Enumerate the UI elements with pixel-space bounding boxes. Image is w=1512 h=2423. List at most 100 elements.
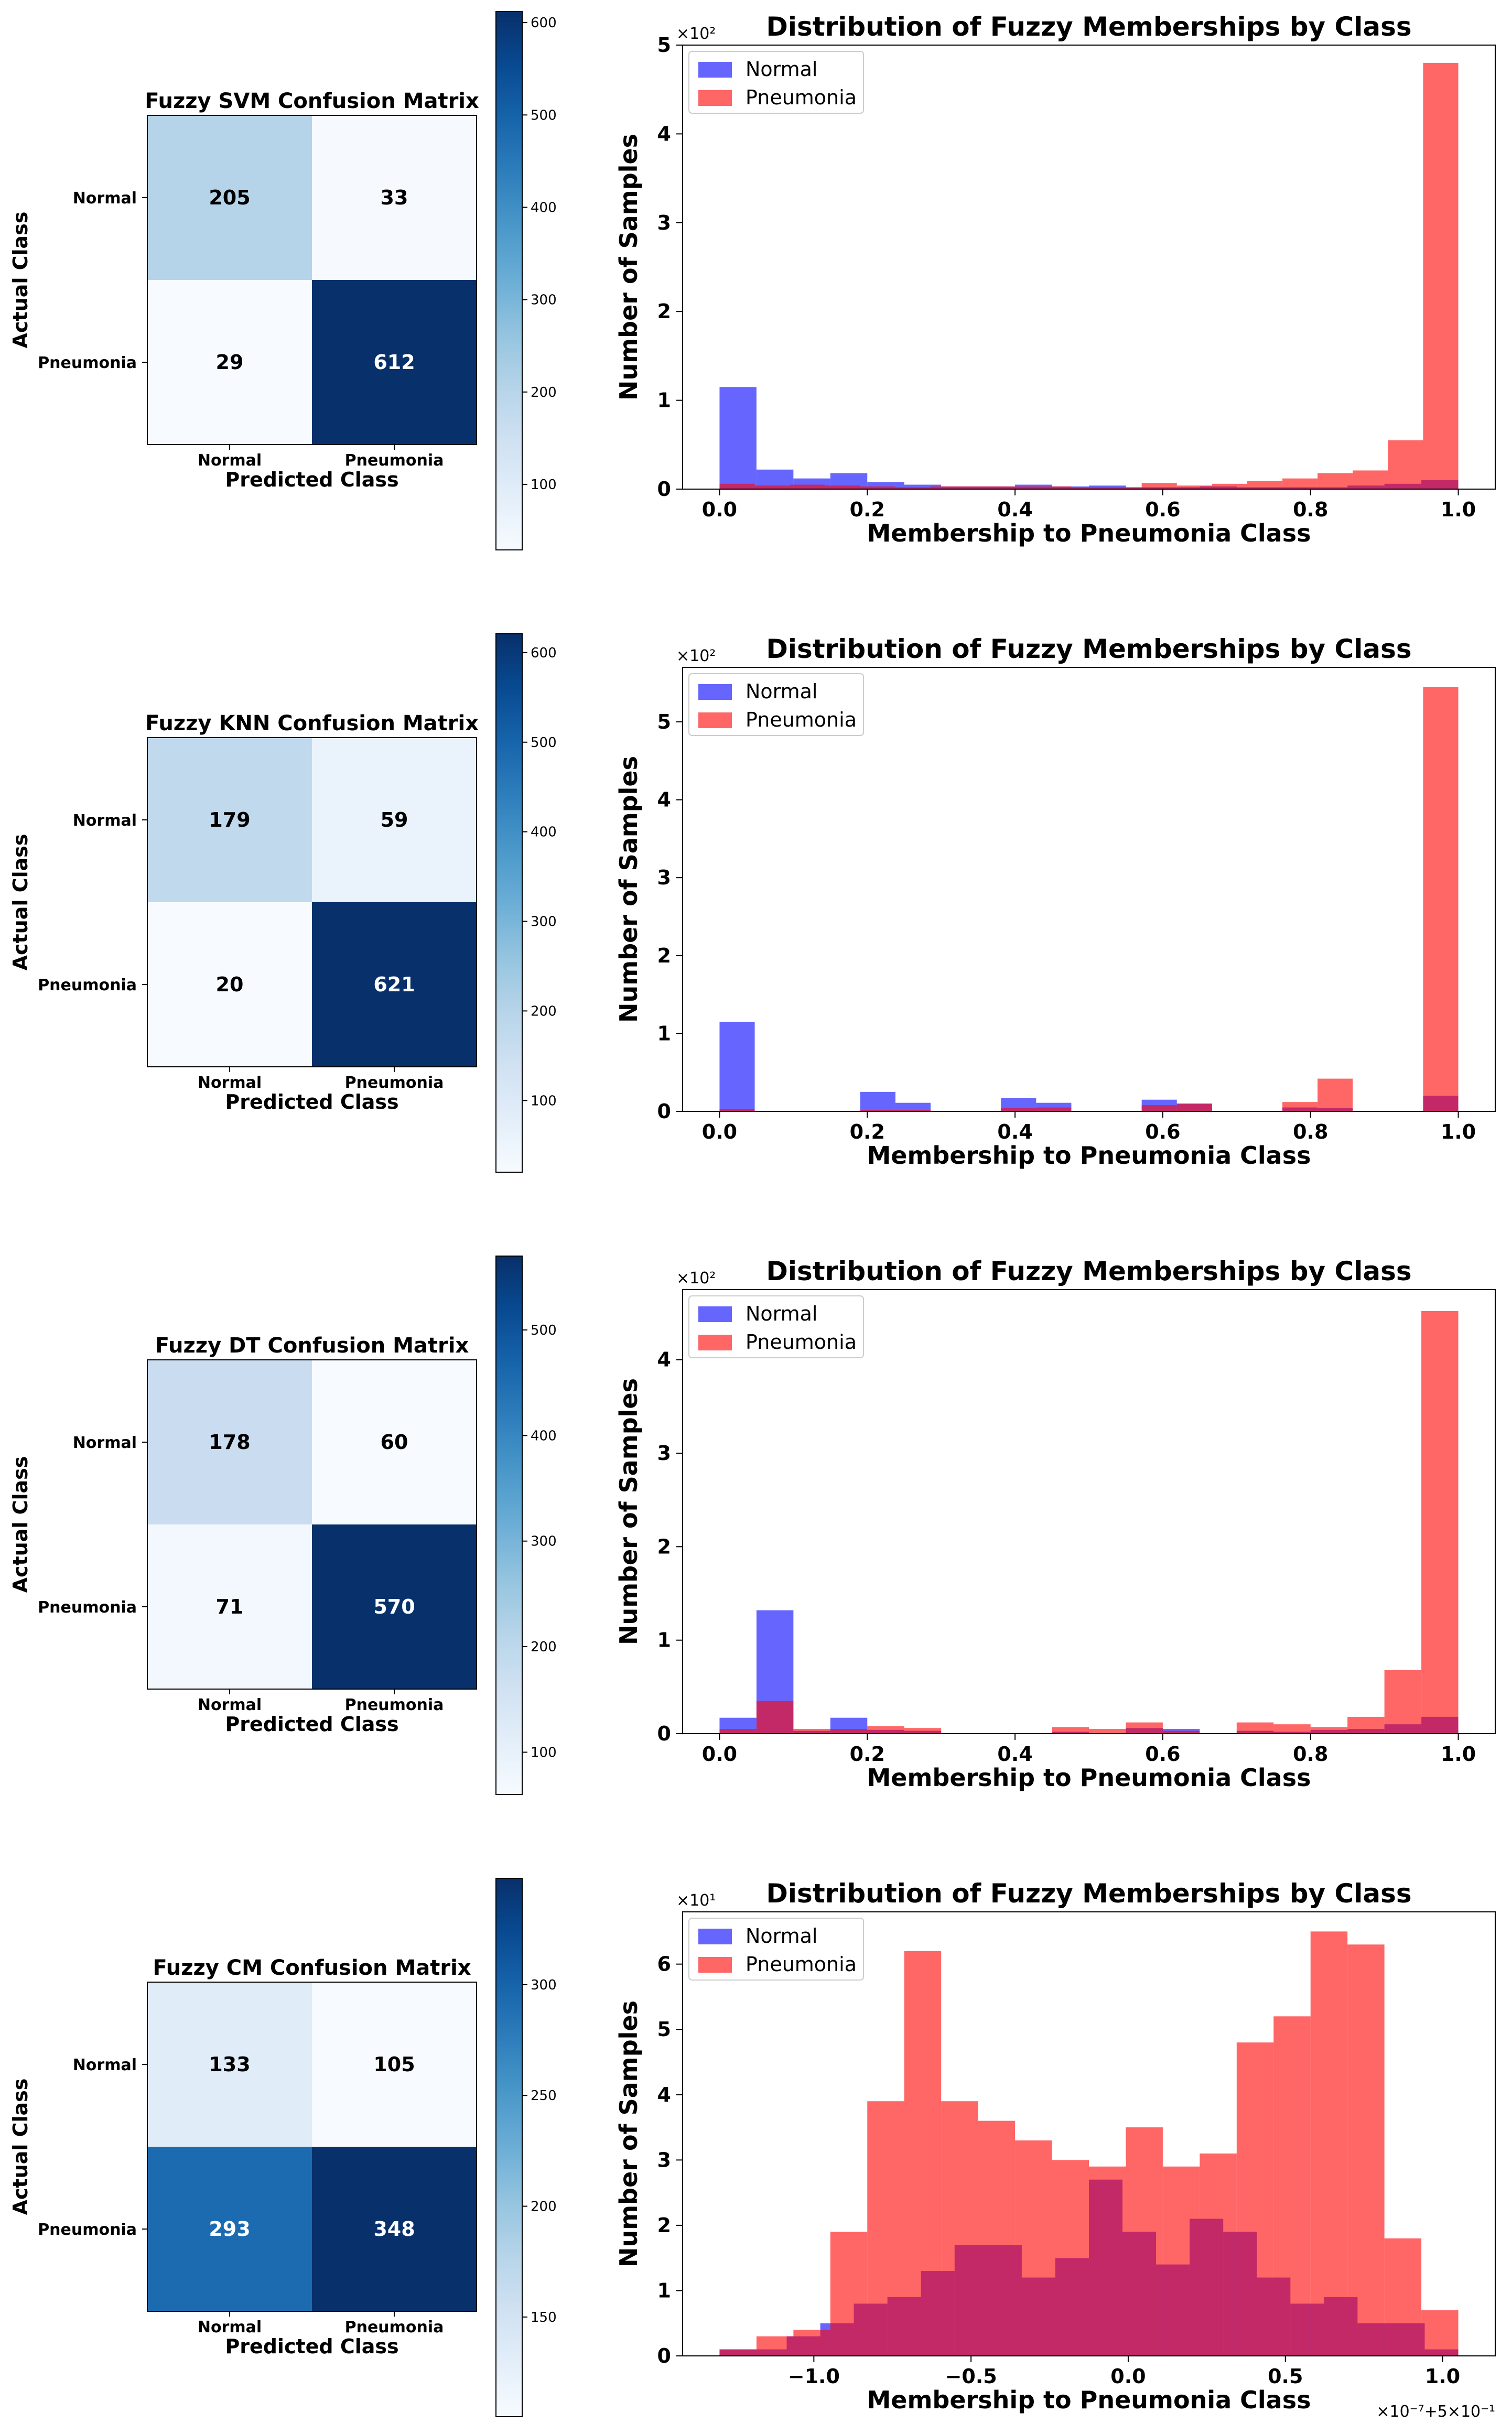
cell-value: 348 xyxy=(373,2218,415,2241)
x-tick-label: 0.4 xyxy=(997,1743,1032,1766)
legend xyxy=(688,1918,864,1981)
x-tick-label: Normal xyxy=(198,451,262,470)
colorbar-tick-label: 300 xyxy=(531,1977,557,1993)
x-offset-label: ×10⁻⁷+5×10⁻¹ xyxy=(1376,2403,1495,2421)
pneumonia-bar xyxy=(1273,2016,1311,2356)
histogram-3: Distribution of Fuzzy Memberships by Cla… xyxy=(614,1256,1496,1792)
matrix-cell xyxy=(312,1982,477,2147)
x-tick-label: 0.0 xyxy=(702,1120,737,1143)
legend-label-pneumonia: Pneumonia xyxy=(746,1953,857,1976)
colorbar-tick-label: 400 xyxy=(531,825,557,840)
matrix-title: Fuzzy KNN Confusion Matrix xyxy=(145,711,479,735)
pneumonia-bar xyxy=(756,1701,794,1734)
cell-value: 293 xyxy=(209,2218,250,2241)
x-tick-label: 0.6 xyxy=(1145,1120,1180,1143)
axes-frame xyxy=(682,1289,1496,1734)
x-tick-label: 1.0 xyxy=(1425,2365,1460,2388)
y-axis-label: Number of Samples xyxy=(614,134,643,401)
pneumonia-bar xyxy=(1200,2153,1237,2356)
colorbar-tick-label: 500 xyxy=(531,1323,557,1338)
pneumonia-bar xyxy=(1317,1078,1353,1111)
y-tick-label: 0 xyxy=(657,478,671,501)
y-tick-label: 5 xyxy=(657,34,671,57)
colorbar xyxy=(495,1878,523,2417)
y-tick-label: 1 xyxy=(657,2279,671,2302)
pneumonia-bar xyxy=(1236,2042,1274,2356)
pneumonia-bar xyxy=(793,1729,830,1734)
legend-label-pneumonia: Pneumonia xyxy=(746,86,857,109)
pneumonia-bar xyxy=(978,2121,1016,2356)
x-axis-label: Membership to Pneumonia Class xyxy=(867,1764,1311,1792)
pneumonia-bar xyxy=(860,486,895,489)
colorbar-tick-label: 400 xyxy=(531,200,557,215)
matrix-cell xyxy=(147,115,312,280)
pneumonia-bar xyxy=(941,2101,978,2356)
y-tick-label: 5 xyxy=(657,2018,671,2041)
y-axis-label: Actual Class xyxy=(9,2079,32,2215)
x-tick-label: 0.4 xyxy=(997,498,1032,521)
confusion-matrix-3: Fuzzy DT Confusion Matrix 178 60 71 570 Norma… xyxy=(9,1256,557,1795)
pneumonia-bar xyxy=(825,485,860,489)
y-axis-label: Actual Class xyxy=(9,834,32,971)
legend-label-pneumonia: Pneumonia xyxy=(746,1331,857,1354)
legend-label-normal: Normal xyxy=(746,1924,818,1948)
matrix-title: Fuzzy DT Confusion Matrix xyxy=(155,1334,469,1358)
colorbar-tick-label: 600 xyxy=(531,15,557,31)
pneumonia-bar xyxy=(1282,478,1318,489)
cell-value: 621 xyxy=(373,973,415,996)
pneumonia-bar xyxy=(1282,1102,1318,1111)
pneumonia-bar xyxy=(1089,2166,1126,2356)
pneumonia-bar xyxy=(1212,483,1247,489)
pneumonia-bar xyxy=(719,2349,757,2356)
y-multiplier: ×10² xyxy=(676,25,716,43)
y-multiplier: ×10² xyxy=(676,1269,716,1288)
pneumonia-bar xyxy=(719,1109,755,1111)
matrix-title: Fuzzy CM Confusion Matrix xyxy=(153,1956,471,1980)
colorbar-tick-label: 200 xyxy=(531,385,557,401)
pneumonia-bar xyxy=(1176,485,1212,489)
cell-value: 29 xyxy=(216,351,244,374)
x-tick-label: 0.6 xyxy=(1145,498,1180,521)
x-tick-label: 0.8 xyxy=(1293,1120,1328,1143)
pneumonia-bar xyxy=(867,1726,904,1734)
x-tick-label: 1.0 xyxy=(1441,1743,1476,1766)
pneumonia-bar xyxy=(1310,1727,1348,1734)
pneumonia-bar xyxy=(1273,1724,1311,1734)
cell-value: 59 xyxy=(381,808,408,831)
colorbar xyxy=(495,11,523,550)
y-tick-label: Normal xyxy=(73,2056,137,2074)
x-tick-label: 0.4 xyxy=(997,1120,1032,1143)
y-tick-label: 4 xyxy=(657,1348,671,1371)
pneumonia-bar xyxy=(1001,1108,1036,1111)
x-tick-label: 0.5 xyxy=(1268,2365,1303,2388)
histogram-title: Distribution of Fuzzy Memberships by Cla… xyxy=(766,12,1411,42)
legend-swatch-pneumonia xyxy=(698,90,732,106)
y-tick-label: 3 xyxy=(657,2148,671,2171)
legend-swatch-normal xyxy=(698,62,732,78)
matrix-cell xyxy=(147,2147,312,2311)
matrix-frame xyxy=(147,115,477,445)
legend-swatch-normal xyxy=(698,1929,732,1944)
pneumonia-bar xyxy=(1106,487,1142,489)
colorbar-tick-label: 400 xyxy=(531,1428,557,1444)
x-tick-label: Pneumonia xyxy=(345,2318,444,2337)
pneumonia-bar xyxy=(1384,2238,1422,2356)
matrix-cell xyxy=(147,902,312,1067)
cell-value: 60 xyxy=(381,1431,408,1454)
y-tick-label: 2 xyxy=(657,1535,671,1558)
pneumonia-bar xyxy=(1036,1107,1072,1111)
legend xyxy=(688,51,864,114)
x-axis-label: Membership to Pneumonia Class xyxy=(867,519,1311,547)
x-axis-label: Predicted Class xyxy=(225,468,398,491)
matrix-cell xyxy=(312,280,477,445)
pneumonia-bar xyxy=(1052,2160,1089,2356)
matrix-cell xyxy=(312,1524,477,1689)
pneumonia-bar xyxy=(1036,486,1072,489)
x-axis-label: Predicted Class xyxy=(225,1090,398,1113)
colorbar-tick-label: 100 xyxy=(531,1745,557,1760)
pneumonia-bar xyxy=(1071,487,1107,489)
y-tick-label: 3 xyxy=(657,211,671,234)
pneumonia-bar xyxy=(1384,1670,1422,1734)
pneumonia-bar xyxy=(1176,1104,1212,1111)
y-tick-label: 0 xyxy=(657,1722,671,1745)
